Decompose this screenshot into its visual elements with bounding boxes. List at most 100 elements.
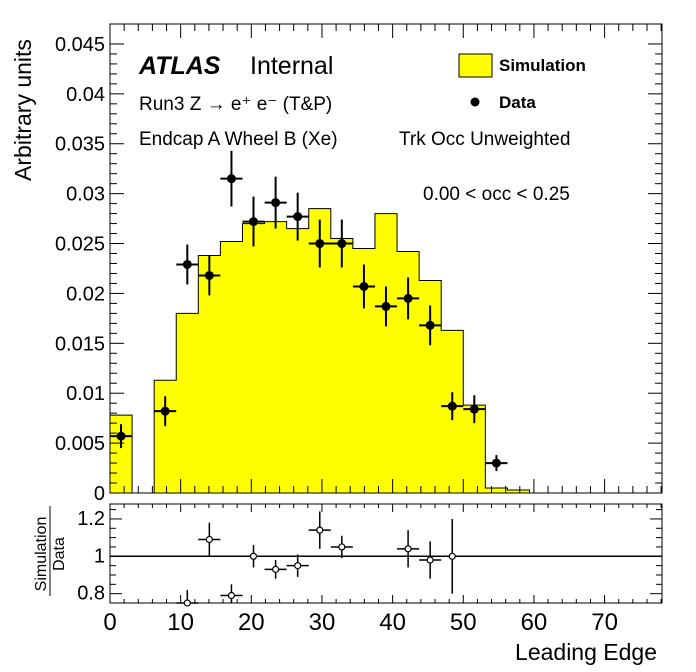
experiment-label: ATLAS [138, 52, 221, 80]
ratio-y-title-numerator: Simulation [33, 517, 50, 592]
ratio-point [397, 530, 420, 568]
data-point [242, 196, 265, 247]
ratio-marker [249, 552, 258, 560]
status-label: Internal [250, 52, 333, 80]
legend: Simulation Data [458, 53, 586, 112]
ratio-point [264, 560, 287, 579]
data-point [220, 150, 243, 207]
ratio-marker [404, 545, 412, 553]
data-point [286, 192, 309, 241]
data-point [308, 219, 331, 268]
ratio-marker [272, 565, 280, 573]
data-point [176, 244, 199, 285]
ratio-marker [448, 552, 456, 560]
legend-data-marker [470, 97, 480, 107]
data-marker [315, 239, 325, 249]
data-marker [116, 431, 126, 441]
main-panel: 0 0.005 0.01 0.015 0.02 0.025 0.03 0.035 0.04 0.0… [10, 23, 663, 505]
ratio-point [242, 545, 265, 568]
data-marker [249, 217, 259, 227]
ratio-marker [316, 526, 324, 534]
x-tick-label: 60 [521, 609, 548, 636]
data-marker [403, 293, 413, 303]
data-marker [491, 458, 501, 468]
data-marker [204, 270, 214, 280]
data-point [463, 395, 486, 424]
ratio-point [198, 522, 221, 557]
ratio-point [330, 535, 353, 559]
ratio-y-title-denominator: Data [51, 537, 68, 571]
data-marker [182, 259, 192, 269]
data-point [198, 255, 221, 296]
data-marker [160, 406, 170, 416]
data-marker [447, 401, 457, 411]
y-tick-label: 0.02 [66, 283, 105, 305]
data-marker [381, 301, 391, 311]
data-point [485, 455, 508, 472]
x-axis-title: Leading Edge [515, 639, 657, 665]
data-point [397, 277, 420, 320]
data-point [109, 424, 133, 449]
x-tick-label: 40 [379, 609, 406, 636]
y-tick-label: 0 [94, 483, 105, 505]
plot-labels: ATLAS Internal Run3 Z → e⁺ e⁻ (T&P) Endc… [138, 52, 570, 205]
data-marker [359, 281, 369, 291]
ratio-point [419, 541, 442, 579]
cut-label: 0.00 < occ < 0.25 [423, 184, 570, 205]
y-tick-label: 0.03 [66, 184, 105, 206]
y-tick-label: 0.045 [55, 34, 105, 56]
data-marker [271, 198, 281, 208]
ratio-point [220, 584, 243, 603]
main-x-axis-ticks [109, 24, 662, 493]
main-y-axis-ticks: 0 0.005 0.01 0.015 0.02 0.025 0.03 0.035 0.04 0.0… [55, 34, 662, 505]
x-tick-label: 50 [450, 609, 477, 636]
data-marker [293, 212, 303, 222]
legend-simulation-label: Simulation [499, 56, 586, 75]
ratio-marker [227, 591, 236, 600]
ratio-plot-frame [109, 503, 663, 604]
data-points [109, 150, 508, 472]
ratio-panel: 0.811.2 0 10 20 30 40 50 60 70 Simulation Data … [33, 503, 663, 665]
ratio-point [441, 518, 464, 594]
y-tick-label: 0.005 [55, 433, 105, 455]
region-label: Endcap A Wheel B (Xe) [139, 129, 338, 150]
legend-data-label: Data [499, 93, 536, 112]
y-tick-label: 0.04 [66, 84, 105, 106]
x-tick-label: 10 [167, 609, 194, 636]
y-tick-label: 0.025 [55, 234, 105, 256]
legend-simulation-swatch [458, 53, 493, 78]
ratio-marker [205, 535, 213, 544]
ratio-points [176, 511, 464, 607]
ratio-y-tick-label: 0.8 [77, 583, 105, 605]
data-marker [337, 239, 347, 249]
ratio-point [286, 554, 309, 577]
ratio-y-tick-label: 1.2 [77, 508, 105, 530]
mode-label: Trk Occ Unweighted [399, 129, 570, 150]
process-label: Run3 Z → e⁺ e⁻ (T&P) [139, 94, 332, 115]
ratio-marker [183, 599, 191, 607]
data-point [352, 264, 375, 309]
simulation-fill [109, 208, 662, 494]
x-tick-label: 70 [591, 609, 618, 636]
ratio-marker [426, 556, 434, 564]
y-tick-label: 0.01 [66, 383, 105, 405]
ratio-x-axis-ticks: 0 10 20 30 40 50 60 70 [103, 504, 662, 636]
data-point [374, 286, 398, 327]
data-point [264, 176, 287, 229]
data-point [154, 396, 177, 427]
data-marker [226, 174, 236, 184]
main-y-axis-title: Arbitrary units [10, 39, 36, 181]
data-marker [469, 404, 479, 414]
ratio-y-axis-ticks: 0.8 1 1.2 [77, 508, 662, 605]
x-tick-label: 30 [309, 609, 336, 636]
data-point [441, 392, 464, 421]
ratio-y-tick-label: 1 [94, 545, 105, 567]
x-tick-label: 20 [238, 609, 265, 636]
ratio-point [308, 511, 331, 549]
y-tick-label: 0.015 [55, 333, 105, 355]
ratio-marker [338, 543, 346, 551]
data-marker [425, 320, 435, 330]
data-point [330, 219, 353, 268]
simulation-histogram [109, 208, 662, 494]
